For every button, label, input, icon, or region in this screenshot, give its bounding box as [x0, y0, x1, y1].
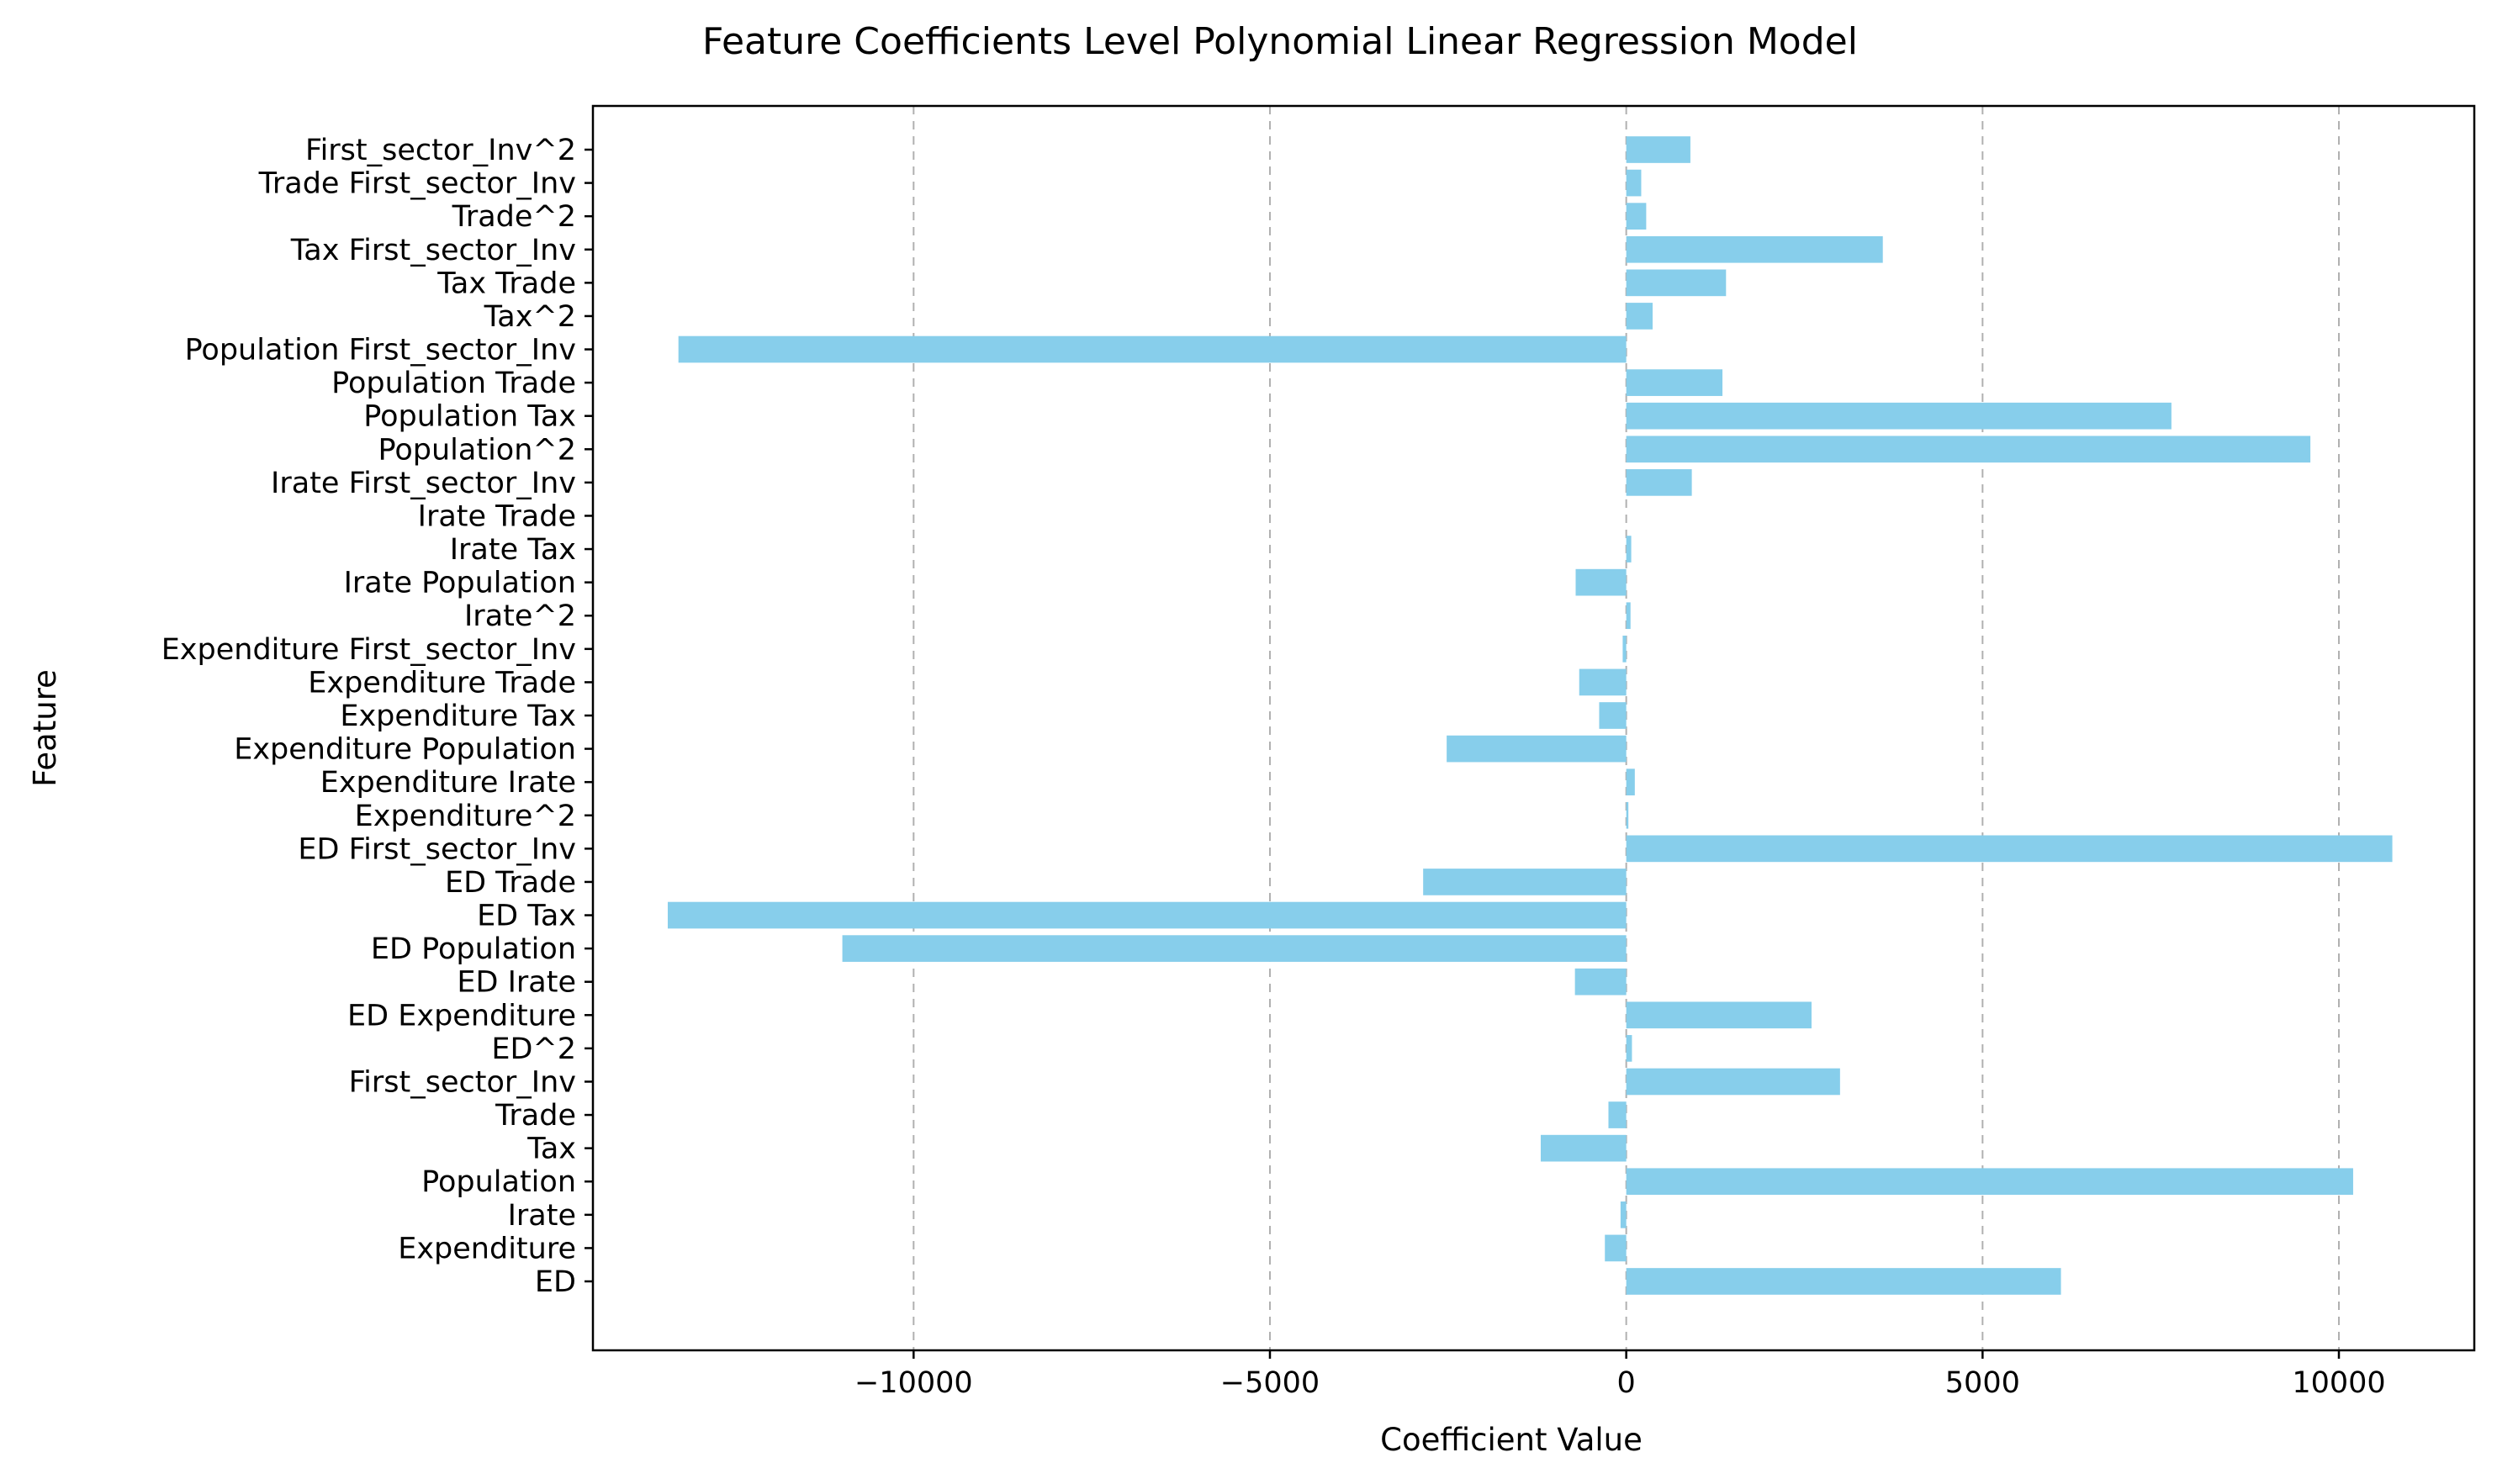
x-tick-label: 0 [1617, 1366, 1636, 1400]
bar [1423, 869, 1627, 895]
y-tick-label: Expenditure Tax [340, 700, 576, 733]
y-tick-label: Population^2 [378, 433, 576, 467]
y-tick-label: Population Trade [331, 367, 576, 400]
y-tick-label: Expenditure [398, 1232, 576, 1265]
bar [842, 935, 1627, 962]
y-tick-label: Irate^2 [464, 599, 576, 633]
y-tick-label: Irate [508, 1199, 576, 1233]
y-tick-label: Irate Trade [418, 499, 576, 533]
bar [1626, 1001, 1812, 1029]
y-tick-label: Tax First_sector_Inv [290, 234, 576, 267]
y-tick-label: Expenditure Trade [308, 666, 576, 700]
y-tick-layer: EDExpenditureIratePopulationTaxTradeFirs… [161, 134, 593, 1299]
y-tick-label: Population Tax [363, 400, 576, 434]
y-tick-label: ED Irate [457, 966, 576, 1000]
y-tick-label: Population First_sector_Inv [185, 334, 576, 367]
x-tick-label: 10000 [2292, 1366, 2385, 1400]
bar [1626, 835, 2393, 863]
bar [1626, 1035, 1632, 1062]
bar [1626, 1068, 1840, 1096]
y-tick-label: ED Trade [445, 866, 576, 900]
bar [1605, 1234, 1627, 1262]
y-tick-label: Expenditure Population [234, 733, 576, 767]
bar [1540, 1134, 1627, 1162]
bar [1622, 635, 1627, 663]
y-tick-label: Expenditure^2 [355, 800, 576, 833]
y-tick-label: ED First_sector_Inv [298, 832, 576, 866]
bar [1626, 203, 1647, 230]
y-axis-label: Feature [27, 669, 63, 787]
bar [1626, 602, 1631, 630]
bar [1447, 735, 1627, 763]
x-tick-label: −5000 [1220, 1366, 1320, 1400]
bar [1626, 402, 2172, 430]
bar [1574, 968, 1627, 995]
y-tick-label: ED Population [371, 932, 576, 966]
bar [1626, 136, 1690, 163]
x-tick-label: −10000 [854, 1366, 973, 1400]
bar [1626, 235, 1883, 263]
y-tick-label: Tax^2 [484, 300, 576, 334]
y-tick-label: Irate First_sector_Inv [271, 467, 576, 500]
bar [1608, 1101, 1627, 1128]
bar [1626, 303, 1653, 330]
y-tick-label: Irate Population [344, 567, 576, 600]
bar [1599, 702, 1627, 729]
y-tick-label: First_sector_Inv^2 [305, 134, 576, 167]
chart-title: Feature Coefficients Level Polynomial Li… [702, 20, 1858, 63]
bar [1626, 801, 1629, 829]
y-tick-label: Trade [495, 1099, 576, 1133]
x-tick-label: 5000 [1945, 1366, 2020, 1400]
bar [1620, 1201, 1627, 1228]
bar [678, 335, 1627, 363]
bar [1626, 768, 1635, 796]
y-tick-label: Expenditure Irate [320, 766, 576, 800]
y-tick-label: Tax [526, 1133, 576, 1166]
y-tick-label: ED Tax [477, 900, 576, 933]
y-tick-label: Tax Trade [436, 267, 576, 300]
bar [1626, 1168, 2353, 1196]
x-axis-label: Coefficient Value [1380, 1422, 1643, 1458]
bar [1626, 469, 1692, 496]
bar [1575, 568, 1627, 596]
bar [1626, 369, 1723, 396]
bar [1626, 536, 1632, 562]
bar [1626, 436, 2311, 463]
x-tick-layer: −10000 −5000 0 5000 10000 [854, 1350, 2386, 1400]
bar [1626, 169, 1642, 197]
y-tick-label: ED [535, 1265, 576, 1299]
y-tick-label: Population [421, 1165, 576, 1199]
bar [1626, 1268, 2061, 1295]
y-tick-label: ED^2 [491, 1032, 576, 1066]
y-tick-label: Expenditure First_sector_Inv [161, 633, 576, 667]
y-tick-label: Irate Tax [450, 533, 576, 567]
bar-layer [667, 136, 2393, 1295]
y-tick-label: Trade^2 [452, 200, 576, 234]
bar [1626, 269, 1727, 297]
y-tick-label: ED Expenditure [347, 999, 576, 1032]
bar [667, 901, 1627, 929]
plot-frame [591, 104, 2476, 1352]
bar [1579, 668, 1627, 696]
y-tick-label: First_sector_Inv [349, 1065, 576, 1099]
y-tick-label: Trade First_sector_Inv [258, 167, 576, 201]
